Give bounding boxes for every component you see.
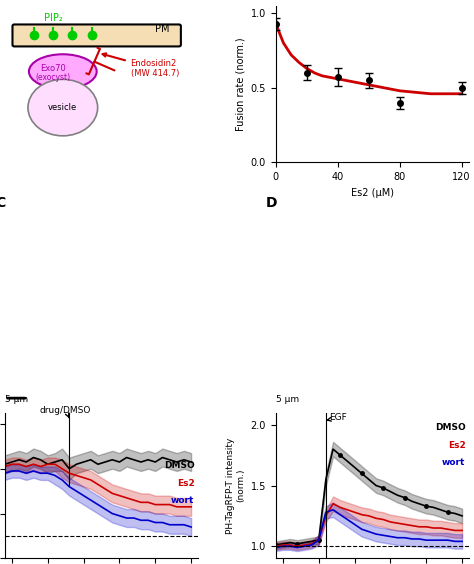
Text: Exo70: Exo70 (40, 64, 66, 73)
Text: vesicle: vesicle (48, 103, 77, 112)
X-axis label: Es2 (μM): Es2 (μM) (351, 188, 394, 198)
Y-axis label: PH-TagRFP-T intensity
(norm.): PH-TagRFP-T intensity (norm.) (226, 437, 245, 534)
Text: Es2: Es2 (393, 218, 410, 228)
Text: DMSO: DMSO (435, 423, 465, 432)
FancyBboxPatch shape (12, 24, 181, 46)
Text: wort: wort (171, 496, 194, 505)
Ellipse shape (29, 54, 97, 89)
Text: Es2: Es2 (447, 440, 465, 450)
Text: Es2: Es2 (122, 218, 139, 228)
Text: 5 μm: 5 μm (276, 395, 299, 404)
Y-axis label: Fusion rate (norm.): Fusion rate (norm.) (235, 37, 245, 131)
Text: EGF: EGF (327, 413, 347, 422)
Text: drug/DMSO: drug/DMSO (40, 406, 91, 417)
Text: Es2: Es2 (177, 478, 194, 487)
Text: DMSO: DMSO (19, 218, 49, 228)
Text: D: D (266, 196, 278, 210)
Text: C: C (0, 196, 5, 210)
Circle shape (28, 80, 98, 136)
Text: PIP₂: PIP₂ (44, 14, 63, 23)
Text: Endosidin2
(MW 414.7): Endosidin2 (MW 414.7) (102, 54, 179, 78)
Text: wort: wort (442, 458, 465, 467)
Text: DMSO: DMSO (290, 218, 319, 228)
Text: 5 μm: 5 μm (5, 395, 28, 404)
Text: DMSO: DMSO (164, 461, 194, 470)
Text: PM: PM (155, 24, 169, 34)
Text: (exocyst): (exocyst) (36, 73, 71, 82)
